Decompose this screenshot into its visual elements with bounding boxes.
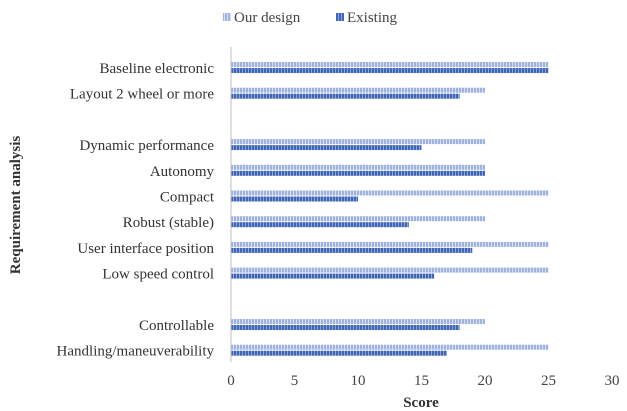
bar-our-design-10 <box>231 319 485 324</box>
bar-existing-1 <box>231 93 460 99</box>
category-label-4: Autonomy <box>150 164 215 180</box>
x-axis-title: Score <box>403 395 439 411</box>
bar-existing-8 <box>231 273 435 279</box>
x-tick-label-0: 0 <box>227 373 235 389</box>
x-tick-label-1: 5 <box>291 373 299 389</box>
bar-our-design-1 <box>231 87 485 93</box>
bar-existing-3 <box>231 145 422 151</box>
bar-our-design-11 <box>231 344 549 350</box>
bar-our-design-4 <box>231 164 485 170</box>
bar-our-design-7 <box>231 241 549 247</box>
bars-group <box>231 62 549 356</box>
category-label-8: Low speed control <box>102 267 214 283</box>
legend-label-1: Existing <box>347 10 398 26</box>
x-tick-label-5: 25 <box>541 373 556 389</box>
bar-existing-6 <box>231 222 409 228</box>
bar-our-design-6 <box>231 216 485 222</box>
labels-group: Baseline electronic Layout 2 wheel or mor… <box>8 61 620 411</box>
bar-our-design-3 <box>231 139 485 145</box>
bar-existing-0 <box>231 68 549 73</box>
bar-existing-10 <box>231 325 460 330</box>
bar-existing-5 <box>231 196 358 202</box>
category-label-5: Compact <box>160 190 215 206</box>
category-label-1: Layout 2 wheel or more <box>70 87 214 103</box>
legend-swatch-1 <box>336 13 344 21</box>
x-tick-label-2: 10 <box>351 373 366 389</box>
bar-our-design-5 <box>231 190 549 196</box>
y-axis-title: Requirement analysis <box>8 136 24 275</box>
bar-existing-7 <box>231 247 473 253</box>
bar-existing-11 <box>231 350 447 356</box>
category-label-0: Baseline electronic <box>99 61 214 77</box>
category-label-11: Handling/maneuverability <box>57 344 215 360</box>
category-label-3: Dynamic performance <box>79 138 214 154</box>
category-label-10: Controllable <box>139 318 214 334</box>
x-tick-label-6: 30 <box>605 373 620 389</box>
category-label-7: User interface position <box>77 241 214 257</box>
bar-our-design-0 <box>231 62 549 67</box>
category-label-6: Robust (stable) <box>123 215 214 231</box>
legend-label-0: Our design <box>234 10 301 26</box>
x-tick-label-4: 20 <box>478 373 493 389</box>
legend: Our design Existing <box>223 10 398 26</box>
x-tick-label-3: 15 <box>414 373 429 389</box>
legend-swatch-0 <box>223 13 231 21</box>
bar-existing-4 <box>231 170 485 176</box>
bar-our-design-8 <box>231 267 549 273</box>
